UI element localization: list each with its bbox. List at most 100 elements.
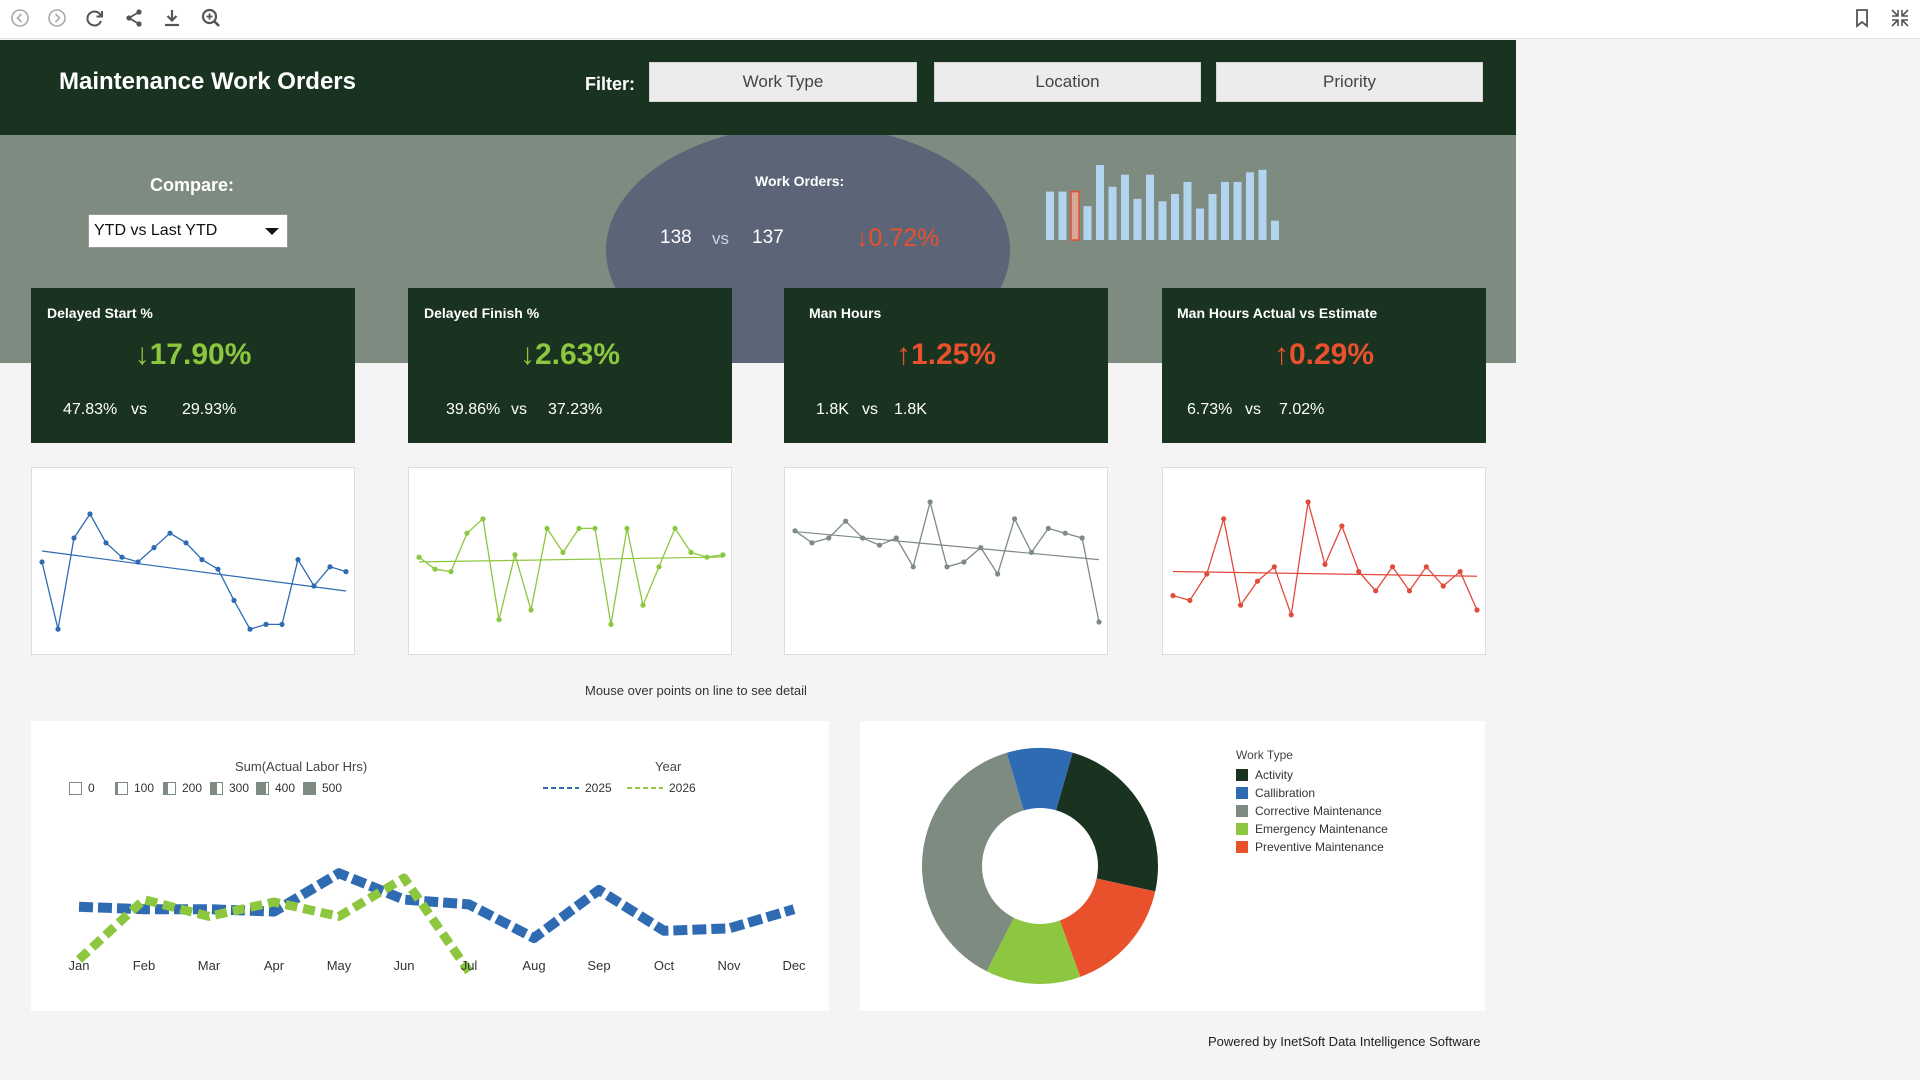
trend-point[interactable] [859,535,866,541]
donut-legend-item[interactable]: Emergency Maintenance [1236,822,1388,836]
labor-hours-line-chart[interactable] [31,806,829,1006]
donut-slice[interactable] [1006,748,1073,811]
kpi-card-delayed-start[interactable]: Delayed Start % ↓17.90% 47.83% vs 29.93% [31,288,355,443]
work-orders-bar[interactable] [1183,181,1192,240]
trend-point[interactable] [295,557,301,563]
kpi-card-delayed-finish[interactable]: Delayed Finish % ↓2.63% 39.86% vs 37.23% [408,288,732,443]
trend-point[interactable] [1254,578,1261,584]
trend-point[interactable] [944,564,950,570]
trend-point[interactable] [528,607,534,613]
trend-point[interactable] [135,559,141,565]
trend-point[interactable] [55,626,61,632]
trend-point[interactable] [231,597,237,603]
trend-point[interactable] [978,545,984,551]
work-type-donut-chart[interactable] [910,736,1170,996]
trend-point[interactable] [656,564,662,570]
work-orders-bar[interactable] [1221,181,1229,240]
trend-point[interactable] [1457,569,1463,575]
series-legend-2025[interactable]: 2025 [543,781,612,795]
trend-point[interactable] [672,525,678,531]
trend-point[interactable] [876,542,883,548]
trend-point[interactable] [327,564,333,570]
work-orders-bar[interactable] [1108,186,1117,240]
donut-legend-item[interactable]: Activity [1236,768,1293,782]
trend-point[interactable] [512,552,518,558]
trend-point[interactable] [704,554,710,560]
trend-point[interactable] [1474,607,1480,613]
series-legend-2026[interactable]: 2026 [627,781,696,795]
zoom-icon[interactable] [195,4,227,32]
filter-work-type-button[interactable]: Work Type [649,62,917,102]
work-orders-bar[interactable] [1046,191,1054,240]
trend-point[interactable] [995,571,1001,577]
trend-point[interactable] [1170,593,1176,599]
download-icon[interactable] [156,4,188,32]
work-orders-bar[interactable] [1146,174,1154,240]
collapse-icon[interactable] [1884,4,1916,32]
work-orders-bar[interactable] [1121,174,1129,240]
trend-point[interactable] [910,564,916,570]
trend-point[interactable] [1045,525,1051,531]
work-orders-bar[interactable] [1258,169,1267,240]
trend-point[interactable] [1221,516,1227,522]
trend-point[interactable] [1079,535,1085,541]
trend-point[interactable] [608,621,614,627]
trend-point[interactable] [71,535,77,541]
series-line-2026[interactable] [75,873,473,975]
trend-point[interactable] [480,516,486,522]
donut-slice[interactable] [922,752,1024,972]
work-orders-bar[interactable] [1171,194,1179,240]
work-orders-bar[interactable] [1208,194,1217,240]
trend-point[interactable] [183,540,189,546]
trend-point[interactable] [927,499,933,505]
trend-point[interactable] [792,528,798,534]
trend-point[interactable] [1423,564,1429,570]
trend-point[interactable] [464,530,470,536]
trend-point[interactable] [1373,588,1379,594]
trend-point[interactable] [496,617,502,623]
trend-point[interactable] [843,518,849,524]
trend-point[interactable] [576,525,582,531]
work-orders-bar[interactable] [1070,190,1080,241]
trend-point[interactable] [1339,523,1345,529]
trend-point[interactable] [720,552,726,558]
trend-point[interactable] [961,559,967,565]
trend-point[interactable] [809,540,815,546]
trend-point[interactable] [1406,588,1413,594]
back-icon[interactable] [4,4,36,32]
trend-point[interactable] [1096,619,1102,625]
trend-point[interactable] [624,525,630,531]
kpi-card-man-hours[interactable]: Man Hours ↑1.25% 1.8K vs 1.8K [784,288,1108,443]
refresh-icon[interactable] [79,4,111,32]
trend-point[interactable] [1305,499,1311,505]
trend-point[interactable] [560,549,566,555]
trend-point[interactable] [1237,602,1244,608]
trend-point[interactable] [640,602,646,608]
donut-slice[interactable] [1059,878,1156,977]
trend-point[interactable] [119,554,125,560]
work-orders-bar[interactable] [1196,208,1204,240]
work-orders-bar[interactable] [1233,181,1242,240]
trend-point[interactable] [279,621,285,627]
trend-point[interactable] [151,545,157,551]
work-orders-bar[interactable] [1158,201,1167,240]
trend-point[interactable] [1389,564,1396,570]
trend-point[interactable] [1204,571,1210,577]
trend-chart-delayed-start[interactable] [31,467,355,655]
trend-point[interactable] [87,511,93,517]
trend-point[interactable] [103,540,109,546]
trend-point[interactable] [215,566,221,572]
donut-slice[interactable] [986,917,1081,984]
trend-point[interactable] [544,525,550,531]
filter-location-button[interactable]: Location [934,62,1201,102]
forward-icon[interactable] [41,4,73,32]
trend-point[interactable] [1288,612,1294,618]
trend-point[interactable] [343,569,349,575]
trend-point[interactable] [1271,564,1277,570]
trend-chart-man-hours[interactable] [784,467,1108,655]
work-orders-bar[interactable] [1133,198,1142,240]
work-orders-bar[interactable] [1083,206,1092,240]
work-orders-bar[interactable] [1096,165,1104,240]
work-orders-bar[interactable] [1246,172,1254,240]
bookmark-icon[interactable] [1846,4,1878,32]
